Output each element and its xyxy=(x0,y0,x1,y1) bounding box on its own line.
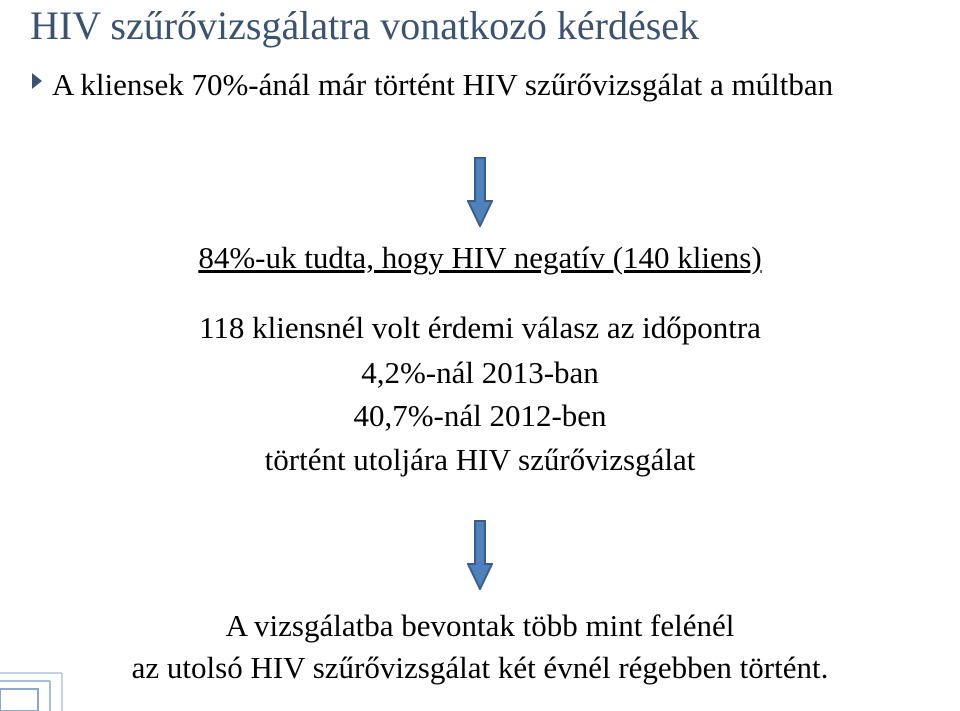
bullet-text: A kliensek 70%-ánál már történt HIV szűr… xyxy=(52,64,833,106)
conclusion-line-1: A vizsgálatba bevontak több mint felénél xyxy=(0,608,960,644)
line-clients-response: 118 kliensnél volt érdemi válasz az időp… xyxy=(0,310,960,346)
down-arrow-icon xyxy=(467,520,493,590)
bullet-row: A kliensek 70%-ánál már történt HIV szűr… xyxy=(30,64,833,106)
line-last-test: történt utoljára HIV szűrővizsgálat xyxy=(0,442,960,478)
slide-title: HIV szűrővizsgálatra vonatkozó kérdések xyxy=(30,2,699,49)
line-2013: 4,2%-nál 2013-ban xyxy=(0,355,960,391)
line-2012: 40,7%-nál 2012-ben xyxy=(0,398,960,434)
bullet-marker-icon xyxy=(30,71,46,91)
line-known-negative: 84%-uk tudta, hogy HIV negatív (140 klie… xyxy=(0,240,960,276)
conclusion-line-2: az utolsó HIV szűrővizsgálat két évnél r… xyxy=(0,650,960,686)
corner-decoration-icon xyxy=(0,651,90,711)
down-arrow-icon xyxy=(467,157,493,227)
